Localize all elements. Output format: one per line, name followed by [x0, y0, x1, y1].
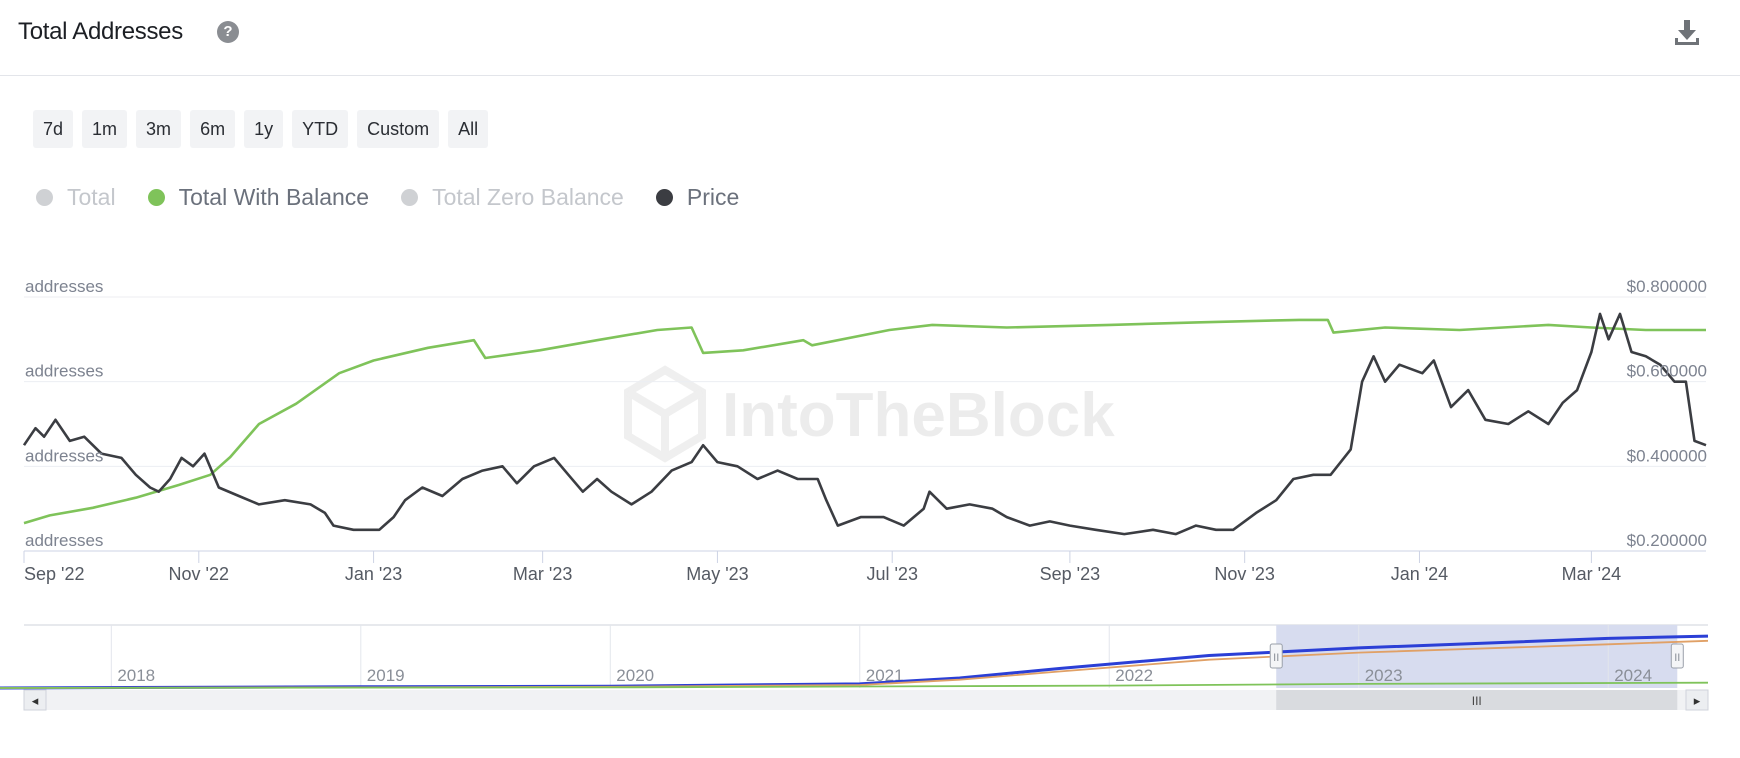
right-axis-label: $0.400000: [1627, 446, 1707, 465]
scroll-right-button[interactable]: [1685, 689, 1709, 711]
x-tick-label: Mar '24: [1562, 564, 1621, 584]
navigator-year-label: 2021: [866, 666, 904, 685]
x-tick-label: Nov '22: [169, 564, 229, 584]
time-range-selector: 7d 1m 3m 6m 1y YTD Custom All: [33, 110, 489, 148]
range-button-custom[interactable]: Custom: [357, 110, 440, 148]
x-tick-label: Nov '23: [1214, 564, 1274, 584]
x-tick-label: Jan '23: [345, 564, 402, 584]
scroll-left-button[interactable]: [23, 689, 47, 711]
watermark-text: IntoTheBlock: [722, 381, 1115, 450]
left-axis-label: addresses: [25, 446, 103, 465]
navigator-year-label: 2024: [1614, 666, 1652, 685]
arrow-right-icon: ▸: [1694, 693, 1701, 708]
y-axes: addresses addresses addresses addresses $0.8…: [25, 277, 1707, 550]
question-circle-icon[interactable]: ?: [217, 21, 239, 43]
legend-marker: [147, 189, 165, 206]
range-button-1y[interactable]: 1y: [244, 110, 284, 148]
right-axis-label: $0.800000: [1627, 277, 1707, 296]
navigator-selection[interactable]: [1276, 625, 1678, 688]
arrow-left-icon: ◂: [32, 693, 39, 708]
watermark-logo-icon: [624, 365, 706, 463]
download-icon[interactable]: [1672, 18, 1702, 48]
watermark: IntoTheBlock: [624, 365, 1115, 463]
legend-label: Total Zero Balance: [432, 184, 624, 210]
handle-grip-icon: II: [1674, 652, 1680, 664]
legend-label: Total: [67, 184, 116, 210]
x-tick-label: Jul '23: [866, 564, 917, 584]
navigator-left-handle[interactable]: II: [1269, 643, 1283, 669]
series-line-price: [22, 312, 1707, 536]
handle-grip-icon: II: [1273, 652, 1279, 664]
series-line-total-with-balance: [23, 318, 1706, 525]
navigator-series-total-with-balance: [0, 681, 1709, 689]
navigator-year-label: 2019: [367, 666, 405, 685]
x-tick-label: May '23: [686, 564, 748, 584]
right-axis-label: $0.200000: [1627, 531, 1707, 550]
range-button-ytd[interactable]: YTD: [292, 110, 349, 148]
range-button-6m[interactable]: 6m: [190, 110, 236, 148]
x-tick-label: Mar '23: [513, 564, 572, 584]
range-button-all[interactable]: All: [448, 110, 489, 148]
navigator-year-label: 2023: [1365, 666, 1403, 685]
navigator-right-handle[interactable]: II: [1670, 643, 1684, 669]
legend-item-price[interactable]: Price: [655, 184, 740, 211]
x-tick-label: Sep '22: [24, 564, 85, 584]
left-axis-label: addresses: [25, 362, 103, 381]
legend-label: Price: [686, 184, 740, 210]
x-axis: Sep '22 Nov '22 Jan '23 Mar '23 May '23 Jul '…: [23, 551, 1621, 584]
scroll-grip-icon: III: [1472, 694, 1482, 708]
range-button-3m[interactable]: 3m: [136, 110, 182, 148]
chart-grid: [24, 296, 1706, 552]
range-button-1m[interactable]: 1m: [82, 110, 128, 148]
navigator-year-label: 2022: [1115, 666, 1153, 685]
legend-marker: [655, 189, 673, 206]
legend-item-total-zero-balance[interactable]: Total Zero Balance: [401, 184, 624, 211]
left-axis-label: addresses: [25, 277, 103, 296]
page-title: Total Addresses: [18, 18, 183, 45]
legend-item-total-with-balance[interactable]: Total With Balance: [147, 184, 370, 211]
x-tick-label: Jan '24: [1391, 564, 1448, 584]
legend-marker: [36, 189, 53, 206]
range-button-7d[interactable]: 7d: [33, 110, 74, 148]
chart-series: [22, 312, 1707, 536]
x-tick-label: Sep '23: [1040, 564, 1101, 584]
legend-item-total[interactable]: Total: [36, 184, 116, 211]
legend-label: Total With Balance: [178, 184, 370, 210]
chart-header: Total Addresses ?: [0, 0, 1740, 76]
legend-marker: [401, 189, 419, 206]
left-axis-label: addresses: [25, 531, 103, 550]
scrollbar-thumb[interactable]: [1276, 690, 1678, 710]
navigator-year-label: 2020: [616, 666, 654, 685]
chart-legend: Total Total With Balance Total Zero Balanc…: [36, 184, 771, 211]
navigator-year-label: 2018: [117, 666, 155, 685]
right-axis-label: $0.600000: [1627, 362, 1707, 381]
